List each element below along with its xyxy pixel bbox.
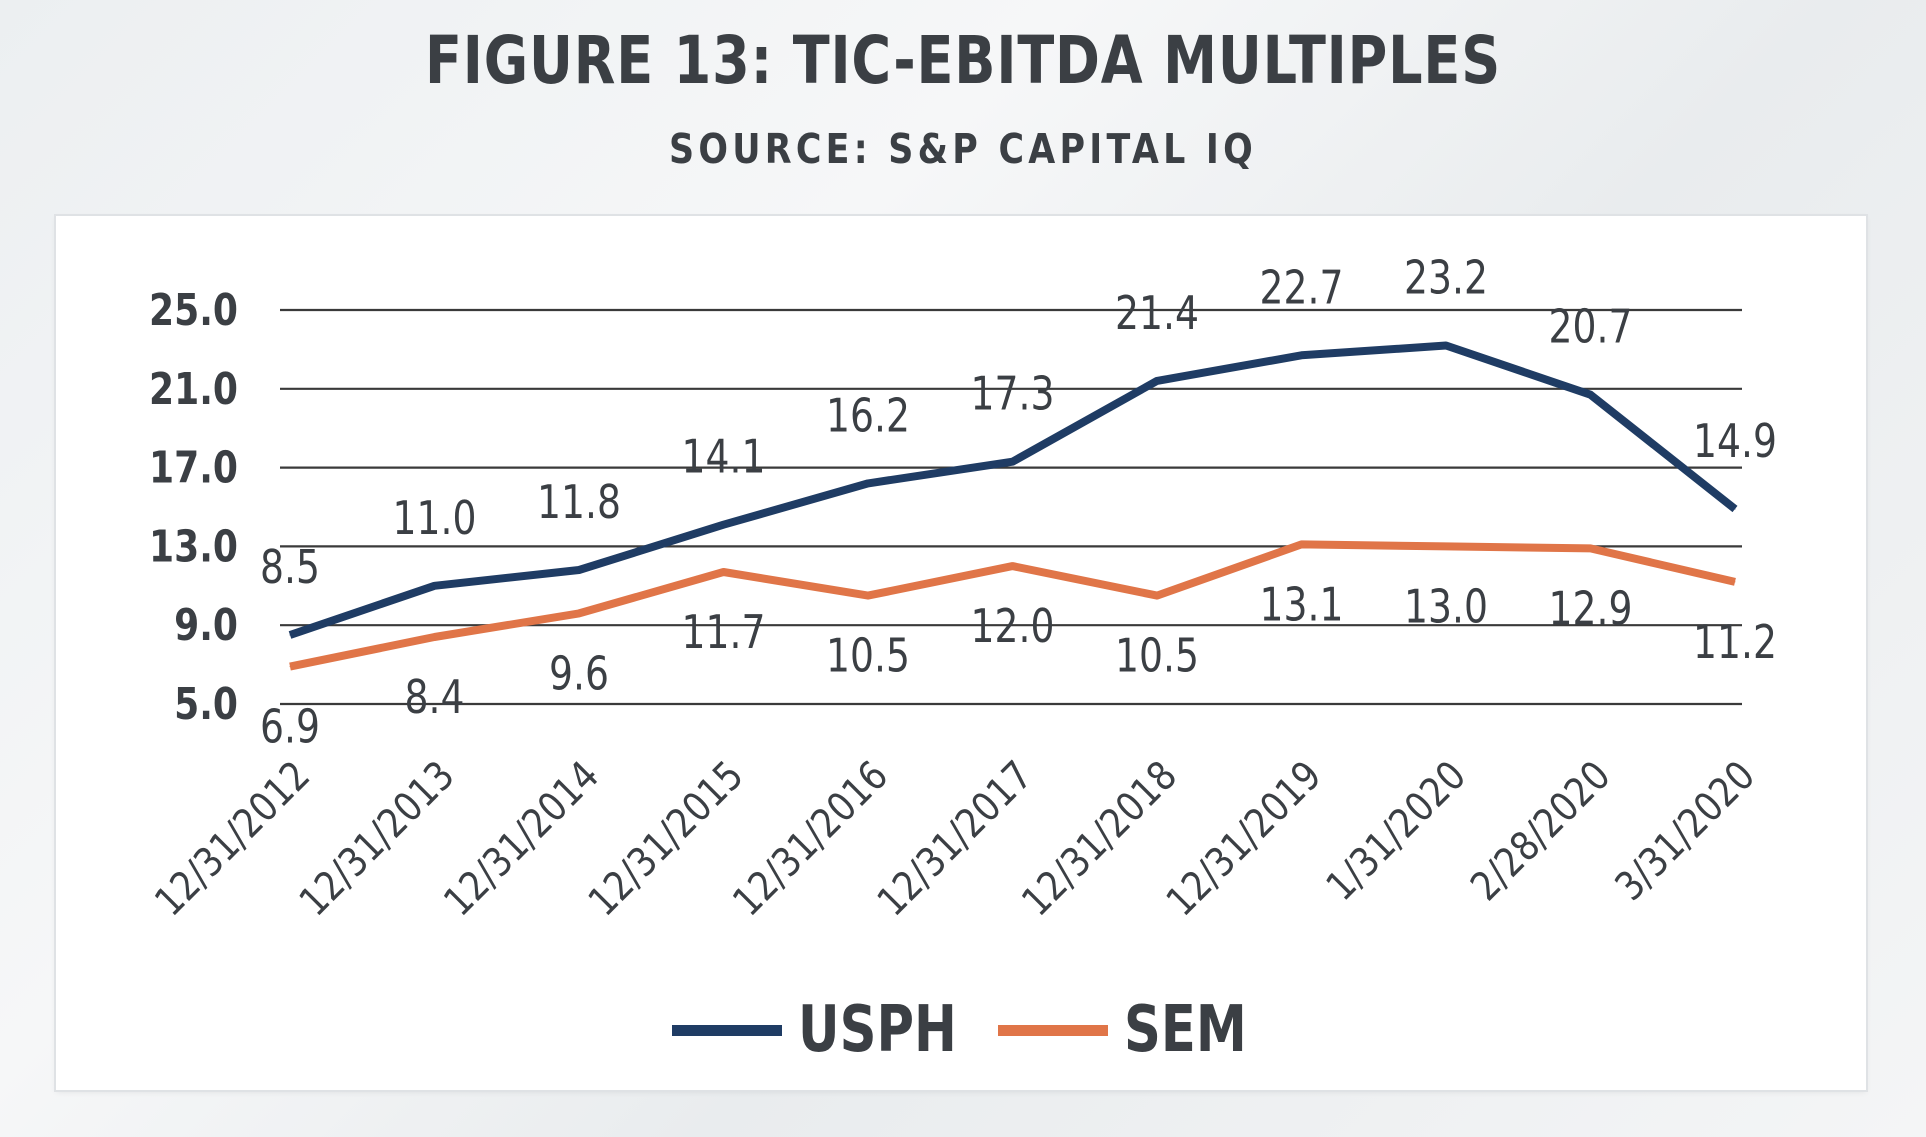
data-point-usph bbox=[1156, 380, 1158, 382]
x-tick-label: 12/31/2015 bbox=[579, 751, 753, 925]
data-label-usph: 20.7 bbox=[1549, 300, 1633, 354]
data-label-usph: 16.2 bbox=[826, 389, 910, 443]
data-label-sem: 12.0 bbox=[971, 599, 1055, 653]
series-lines bbox=[288, 341, 1738, 671]
data-label-sem: 8.4 bbox=[405, 670, 465, 724]
data-point-sem bbox=[1445, 545, 1447, 547]
data-label-sem: 11.7 bbox=[682, 605, 766, 659]
x-axis-ticks: 12/31/201212/31/201312/31/201412/31/2015… bbox=[145, 751, 1764, 925]
data-label-usph: 17.3 bbox=[971, 367, 1055, 421]
data-point-sem bbox=[723, 571, 724, 573]
data-label-sem: 13.1 bbox=[1260, 578, 1344, 632]
data-point-usph bbox=[1012, 461, 1013, 463]
x-tick-label: 1/31/2020 bbox=[1317, 751, 1475, 909]
data-label-sem: 12.9 bbox=[1549, 582, 1633, 636]
legend-swatch-usph bbox=[672, 1024, 782, 1036]
data-point-usph bbox=[434, 585, 435, 587]
legend-label-sem: SEM bbox=[1124, 993, 1247, 1067]
data-point-sem bbox=[578, 612, 580, 614]
data-point-sem bbox=[1590, 547, 1591, 549]
data-point-sem bbox=[867, 595, 869, 597]
data-label-sem: 10.5 bbox=[826, 629, 910, 683]
x-tick-label: 12/31/2012 bbox=[145, 751, 319, 925]
data-label-sem: 9.6 bbox=[549, 647, 609, 701]
x-tick-label: 12/31/2016 bbox=[723, 751, 897, 925]
x-tick-label: 3/31/2020 bbox=[1606, 751, 1764, 909]
y-tick-label: 9.0 bbox=[174, 601, 238, 651]
chart-subtitle: SOURCE: S&P CAPITAL IQ bbox=[668, 125, 1258, 173]
y-tick-label: 5.0 bbox=[174, 680, 238, 730]
legend-item-sem: SEM bbox=[998, 993, 1254, 1067]
data-label-sem: 13.0 bbox=[1404, 580, 1488, 634]
x-tick-label: 12/31/2019 bbox=[1157, 751, 1331, 925]
data-point-sem bbox=[1301, 543, 1302, 545]
data-label-usph: 8.5 bbox=[260, 540, 320, 594]
y-axis-ticks: 25.0 21.0 17.0 13.0 9.0 5.0 bbox=[149, 286, 238, 730]
data-label-usph: 11.8 bbox=[537, 475, 621, 529]
legend-swatch-sem bbox=[998, 1024, 1108, 1036]
data-point-sem bbox=[1012, 565, 1013, 567]
data-label-usph: 14.9 bbox=[1693, 414, 1777, 468]
data-label-usph: 22.7 bbox=[1260, 261, 1344, 315]
chart-legend: USPH SEM bbox=[0, 990, 1926, 1070]
data-point-usph bbox=[723, 524, 724, 526]
x-tick-label: 12/31/2017 bbox=[868, 751, 1042, 925]
data-point-usph bbox=[1734, 508, 1736, 510]
y-tick-label: 25.0 bbox=[149, 286, 238, 336]
data-point-usph bbox=[1445, 344, 1447, 346]
data-label-sem: 10.5 bbox=[1115, 629, 1199, 683]
data-label-sem: 11.2 bbox=[1693, 615, 1777, 669]
x-tick-label: 12/31/2013 bbox=[290, 751, 464, 925]
x-tick-label: 2/28/2020 bbox=[1461, 751, 1619, 909]
data-label-usph: 14.1 bbox=[682, 430, 766, 484]
legend-label-usph: USPH bbox=[798, 993, 957, 1067]
y-tick-label: 13.0 bbox=[149, 522, 238, 572]
data-point-usph bbox=[578, 569, 580, 571]
data-point-sem bbox=[1156, 595, 1158, 597]
data-labels: 8.5 11.0 11.8 14.1 16.2 17.3 21.4 22.7 23.2 20.7 1… bbox=[260, 251, 1777, 754]
data-label-usph: 23.2 bbox=[1404, 251, 1488, 305]
data-point-sem bbox=[289, 666, 291, 668]
data-point-usph bbox=[1301, 354, 1302, 356]
data-label-sem: 6.9 bbox=[260, 700, 320, 754]
legend-item-usph: USPH bbox=[672, 993, 957, 1067]
x-tick-label: 12/31/2014 bbox=[434, 751, 608, 925]
data-point-usph bbox=[867, 482, 869, 484]
data-label-usph: 21.4 bbox=[1115, 286, 1199, 340]
y-tick-label: 21.0 bbox=[149, 364, 238, 414]
data-point-usph bbox=[1590, 394, 1591, 396]
chart-title: FIGURE 13: TIC-EBITDA MULTIPLES bbox=[424, 22, 1502, 99]
data-point-sem bbox=[1734, 581, 1736, 583]
y-tick-label: 17.0 bbox=[149, 443, 238, 493]
x-tick-label: 12/31/2018 bbox=[1012, 751, 1186, 925]
data-point-usph bbox=[289, 634, 291, 636]
data-label-usph: 11.0 bbox=[393, 491, 477, 545]
data-point-sem bbox=[434, 636, 435, 638]
